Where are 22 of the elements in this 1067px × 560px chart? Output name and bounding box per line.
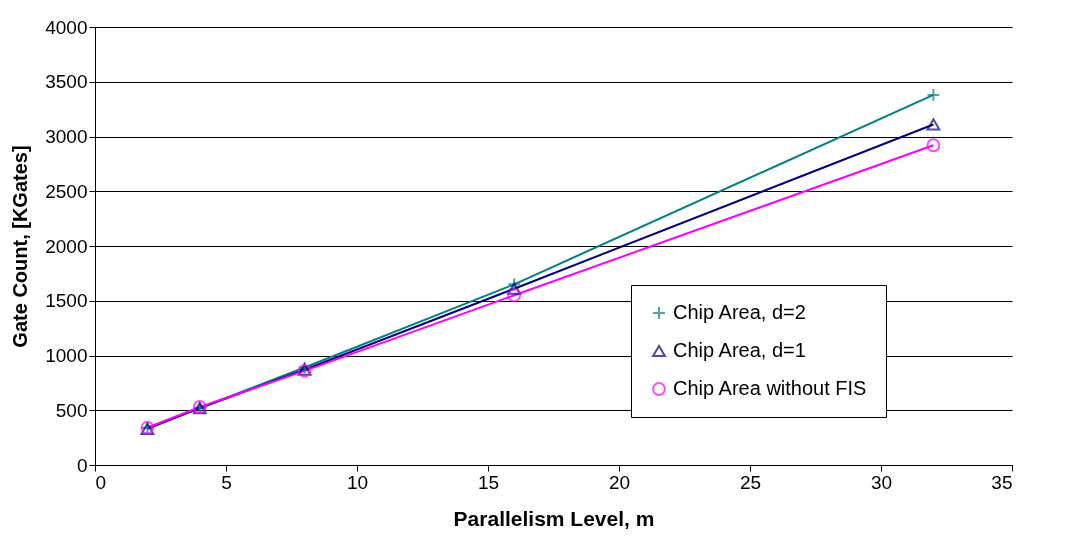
y-tick-label: 0 [76,454,88,476]
y-tick-label: 3000 [45,126,88,147]
x-tick-label: 20 [608,471,631,493]
y-tick-label: 2000 [45,235,88,257]
x-tick-label: 5 [221,471,232,493]
x-tick-label: 0 [95,471,107,493]
x-tick-label: 30 [870,471,893,493]
legend-label: Chip Area, d=2 [673,301,806,323]
legend-label: Chip Area, d=1 [673,339,806,361]
y-tick-label: 4000 [45,16,88,38]
x-tick-label: 10 [346,471,369,493]
y-tick-label: 2500 [45,180,88,202]
y-tick-label: 1500 [45,290,88,312]
y-axis-title: Gate Count, [KGates] [9,145,32,348]
x-axis-title: Parallelism Level, m [453,506,655,530]
y-tick-label: 3500 [45,71,88,93]
x-tick-label: 35 [991,471,1013,493]
x-tick-label: 25 [739,471,762,493]
x-tick-label: 15 [477,471,500,493]
y-tick-label: 1000 [45,345,88,366]
legend-label: Chip Area without FIS [673,377,867,399]
y-tick-label: 500 [55,399,88,421]
